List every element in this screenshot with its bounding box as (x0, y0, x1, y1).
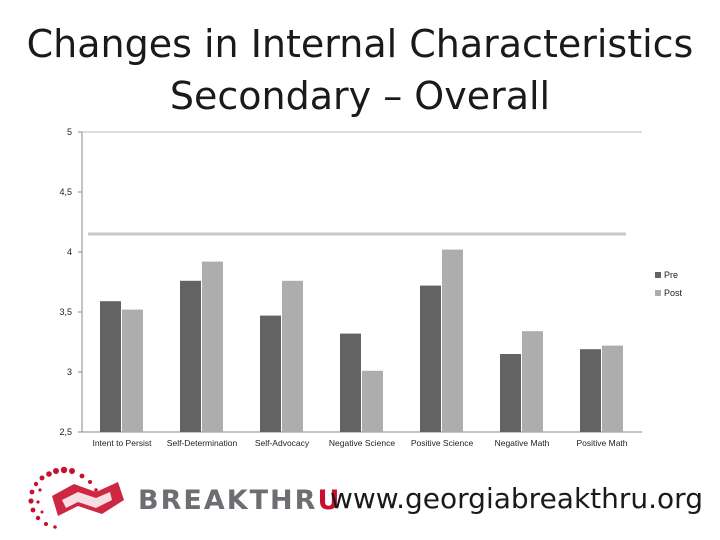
y-tick-label: 3 (67, 367, 72, 377)
legend-label-post: Post (664, 288, 683, 298)
title-line-1: Changes in Internal Characteristics (26, 22, 694, 66)
chart-title: Changes in Internal Characteristics Seco… (0, 18, 720, 122)
bar-post (522, 331, 543, 432)
bar-pre (100, 301, 121, 432)
x-tick-label: Self-Determination (167, 438, 238, 448)
legend-swatch-post (655, 290, 661, 296)
y-tick-label: 5 (67, 127, 72, 137)
website-url: www.georgiabreakthru.org (330, 482, 703, 515)
x-tick-label: Self-Advocacy (255, 438, 310, 448)
bar-chart: 2,5 3 3,5 4 4,5 5 Intent to Persist Self-Determ… (59, 127, 683, 448)
y-tick-label: 4 (67, 247, 72, 257)
breakthru-logo-icon (28, 466, 124, 529)
bar-pre (180, 280, 201, 432)
bar-post (282, 280, 303, 432)
x-tick-label: Negative Science (329, 438, 395, 448)
bar-post (602, 345, 623, 432)
y-tick-label: 4,5 (59, 187, 72, 197)
title-line-2: Secondary – Overall (169, 74, 551, 118)
legend-label-pre: Pre (664, 270, 678, 280)
legend-swatch-pre (655, 272, 661, 278)
x-tick-label: Negative Math (495, 438, 550, 448)
x-tick-label: Positive Math (576, 438, 627, 448)
x-tick-label: Positive Science (411, 438, 474, 448)
logo-text-main: BREAKTHR (138, 485, 318, 516)
logo-text-accent: U (317, 485, 342, 516)
bar-pre (420, 285, 441, 432)
bar-post (122, 309, 143, 432)
bar-pre (260, 315, 281, 432)
y-tick-label: 2,5 (59, 427, 72, 437)
bar-post (202, 261, 223, 432)
bar-pre (580, 349, 601, 432)
bar-post (362, 370, 383, 432)
logo-wordmark: BREAKTHRU (138, 485, 341, 516)
bar-pre (500, 354, 521, 432)
x-tick-label: Intent to Persist (92, 438, 152, 448)
y-tick-label: 3,5 (59, 307, 72, 317)
bar-post (442, 249, 463, 432)
bar-pre (340, 333, 361, 432)
